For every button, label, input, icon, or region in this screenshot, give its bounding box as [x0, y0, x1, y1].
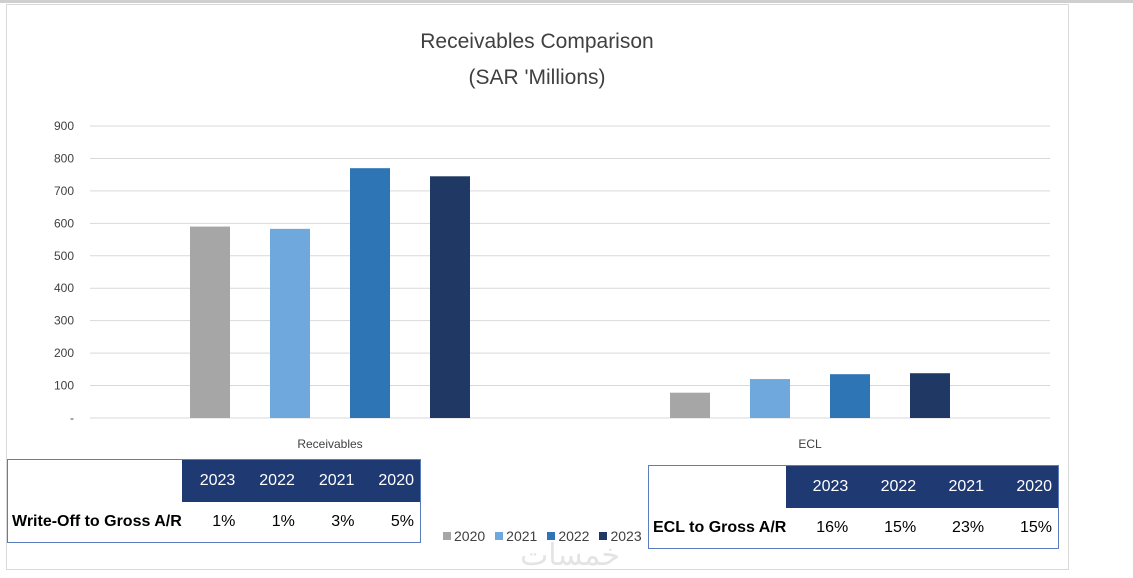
legend-swatch	[443, 532, 451, 540]
top-border-line	[0, 0, 1133, 3]
chart-frame	[6, 4, 1069, 570]
y-tick-label: 100	[54, 379, 74, 393]
y-tick-label: -	[70, 411, 74, 425]
table-header-blank	[649, 466, 786, 508]
legend-item: 2022	[547, 528, 589, 544]
y-tick-label: 700	[54, 184, 74, 198]
legend-swatch	[599, 532, 608, 540]
table-header-year: 2020	[990, 466, 1058, 508]
chart-legend: 2020 2021 2022 2023	[443, 528, 642, 544]
table-header-year: 2021	[922, 466, 991, 508]
bar-receivables-2020	[190, 226, 230, 418]
bar-receivables-2023	[430, 176, 470, 418]
write-off-table: 2023 2022 2021 2020 Write-Off to Gross A…	[7, 459, 421, 543]
table-header-year: 2021	[300, 460, 361, 502]
ecl-table: 2023 2022 2021 2020 ECL to Gross A/R 16%…	[648, 465, 1059, 549]
table-cell: 1%	[271, 513, 295, 530]
legend-swatch	[547, 532, 556, 540]
table-header-year: 2022	[854, 466, 923, 508]
table-cell: 15%	[1019, 519, 1052, 536]
bar-ecl-2022	[830, 374, 870, 418]
table-cell: 23%	[952, 519, 985, 536]
legend-item: 2021	[495, 528, 537, 544]
legend-item: 2020	[443, 528, 485, 544]
bar-ecl-2020	[670, 392, 710, 418]
table-header-year: 2023	[786, 466, 855, 508]
table-cell: 3%	[331, 513, 355, 530]
ecl-row-label: ECL to Gross A/R	[653, 519, 787, 536]
chart-subtitle: (SAR 'Millions)	[468, 66, 606, 89]
legend-label: 2021	[506, 528, 538, 544]
legend-label: 2020	[454, 528, 486, 544]
bar-ecl-2021	[750, 379, 790, 418]
legend-swatch	[495, 532, 504, 540]
category-label: Receivables	[297, 437, 362, 451]
table-cell: 5%	[390, 513, 414, 530]
bar-receivables-2021	[270, 228, 310, 418]
table-header-year: 2022	[241, 460, 301, 502]
y-tick-label: 200	[54, 346, 74, 360]
table-cell: 15%	[884, 519, 917, 536]
bar-ecl-2023	[910, 373, 950, 418]
legend-label: 2022	[558, 528, 590, 544]
chart-title: Receivables Comparison	[420, 30, 654, 53]
table-header-year: 2023	[181, 460, 242, 502]
legend-item: 2023	[599, 528, 642, 544]
y-tick-label: 800	[54, 151, 74, 165]
y-tick-label: 300	[54, 314, 74, 328]
write-off-row-label: Write-Off to Gross A/R	[12, 513, 182, 530]
y-tick-label: 900	[54, 119, 74, 133]
category-label: ECL	[798, 437, 822, 451]
table-cell: 16%	[816, 519, 849, 536]
bar-receivables-2022	[350, 168, 390, 418]
table-header-year: 2020	[360, 460, 420, 502]
legend-label: 2023	[610, 528, 642, 544]
y-tick-label: 500	[54, 249, 74, 263]
table-cell: 1%	[212, 513, 236, 530]
y-tick-label: 600	[54, 216, 74, 230]
y-tick-label: 400	[54, 281, 74, 295]
watermark-logo: خمسات	[520, 538, 621, 573]
table-header-blank	[8, 460, 182, 502]
